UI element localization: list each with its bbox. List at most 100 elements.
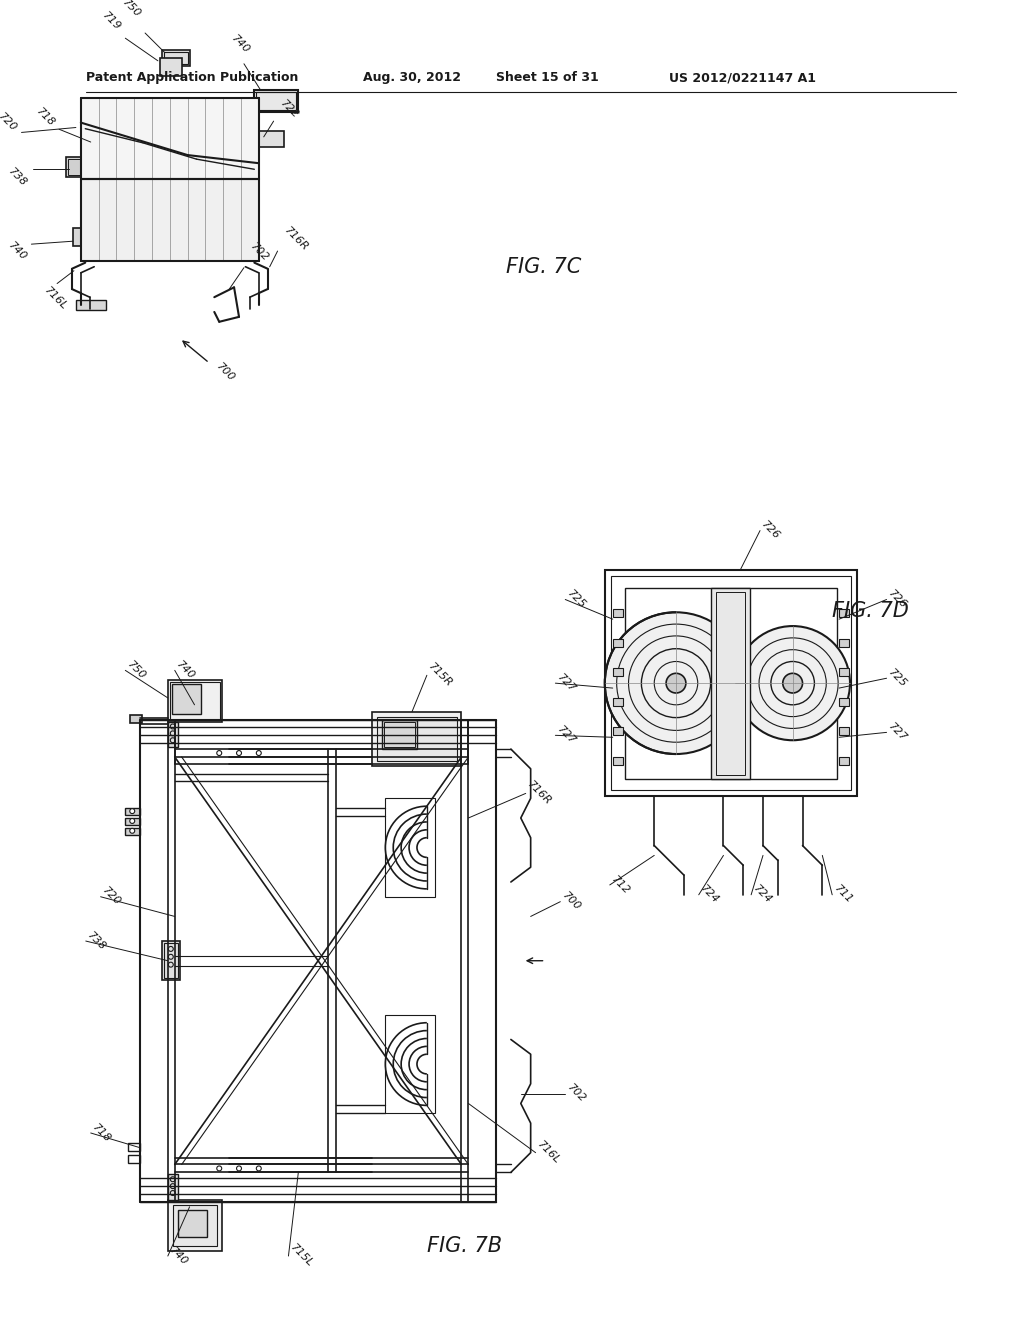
Text: 718: 718	[91, 1122, 113, 1144]
Bar	[610, 576, 851, 791]
Bar	[168, 680, 222, 722]
Text: 700: 700	[560, 891, 583, 912]
Bar	[612, 727, 623, 735]
Bar	[378, 717, 457, 760]
Circle shape	[782, 673, 803, 693]
Text: 740: 740	[7, 240, 29, 263]
Text: 738: 738	[7, 166, 29, 189]
Bar	[839, 727, 849, 735]
Text: 725: 725	[887, 667, 908, 689]
Bar	[735, 672, 748, 694]
Text: 727: 727	[555, 725, 578, 746]
Text: 750: 750	[121, 0, 142, 20]
Bar	[382, 719, 417, 750]
Bar	[173, 1205, 217, 1246]
Text: 750: 750	[125, 659, 147, 681]
Bar	[612, 756, 623, 764]
Text: Sheet 15 of 31: Sheet 15 of 31	[496, 71, 599, 84]
Bar	[73, 228, 142, 246]
Bar	[605, 570, 857, 796]
Text: 724: 724	[698, 883, 721, 906]
Text: 740: 740	[229, 33, 251, 55]
Bar	[130, 714, 142, 722]
Text: 726: 726	[887, 589, 908, 611]
Text: FIG. 7B: FIG. 7B	[427, 1236, 502, 1257]
Bar	[178, 1209, 208, 1237]
Text: 718: 718	[35, 107, 56, 128]
Bar	[612, 668, 623, 676]
Text: 720: 720	[100, 886, 123, 908]
Bar	[66, 157, 91, 177]
Circle shape	[735, 626, 850, 741]
Text: 716L: 716L	[536, 1139, 562, 1166]
Text: 716R: 716R	[525, 780, 553, 808]
Circle shape	[605, 612, 748, 754]
Text: 720: 720	[0, 111, 19, 133]
Bar	[162, 50, 189, 66]
Bar	[89, 141, 104, 153]
Bar	[373, 711, 462, 766]
Polygon shape	[81, 180, 259, 260]
Bar	[76, 301, 105, 310]
Text: FIG. 7D: FIG. 7D	[833, 602, 909, 622]
Text: 738: 738	[86, 931, 108, 952]
Text: 715R: 715R	[427, 661, 455, 689]
Bar	[168, 1200, 222, 1251]
Bar	[254, 131, 284, 147]
Bar	[711, 587, 751, 779]
Bar	[164, 51, 187, 63]
Text: 727: 727	[555, 672, 578, 694]
Bar	[839, 756, 849, 764]
Bar	[68, 160, 89, 176]
Circle shape	[666, 673, 686, 693]
Bar	[164, 942, 178, 978]
Bar	[168, 722, 178, 747]
Circle shape	[130, 829, 135, 833]
Bar	[125, 818, 140, 825]
Text: 716R: 716R	[283, 226, 310, 253]
Bar	[125, 808, 140, 814]
Bar	[625, 587, 838, 779]
Bar	[170, 682, 220, 719]
Text: 700: 700	[214, 362, 237, 384]
Text: 712: 712	[609, 874, 632, 896]
Bar	[125, 828, 140, 834]
Text: 727: 727	[887, 721, 908, 743]
Text: Patent Application Publication: Patent Application Publication	[86, 71, 298, 84]
Bar	[839, 668, 849, 676]
Bar	[612, 698, 623, 706]
Bar	[168, 1175, 178, 1200]
Text: 724: 724	[752, 883, 773, 906]
Bar	[839, 698, 849, 706]
Bar	[256, 92, 296, 110]
Bar	[87, 139, 106, 154]
Circle shape	[130, 809, 135, 813]
Text: 725: 725	[565, 589, 588, 611]
Text: Aug. 30, 2012: Aug. 30, 2012	[362, 71, 461, 84]
Bar	[172, 684, 202, 714]
Bar	[254, 90, 298, 112]
Bar	[612, 610, 623, 618]
Text: 740: 740	[168, 1245, 190, 1267]
Text: 702: 702	[565, 1082, 588, 1105]
Bar	[128, 1143, 140, 1151]
Bar	[385, 799, 435, 896]
Bar	[735, 665, 748, 701]
Bar	[716, 591, 745, 775]
Polygon shape	[81, 98, 259, 180]
Text: 711: 711	[833, 883, 854, 906]
Bar	[160, 58, 181, 75]
Bar	[612, 639, 623, 647]
Text: US 2012/0221147 A1: US 2012/0221147 A1	[669, 71, 816, 84]
Bar	[162, 941, 179, 981]
Bar	[839, 639, 849, 647]
Bar	[128, 1155, 140, 1163]
Bar	[385, 1015, 435, 1113]
Text: 726: 726	[760, 520, 782, 541]
Circle shape	[130, 818, 135, 824]
Bar	[384, 722, 415, 747]
Text: FIG. 7C: FIG. 7C	[506, 257, 582, 277]
Text: 719: 719	[100, 11, 123, 33]
Text: 715L: 715L	[289, 1242, 315, 1270]
Text: 716L: 716L	[42, 285, 69, 312]
